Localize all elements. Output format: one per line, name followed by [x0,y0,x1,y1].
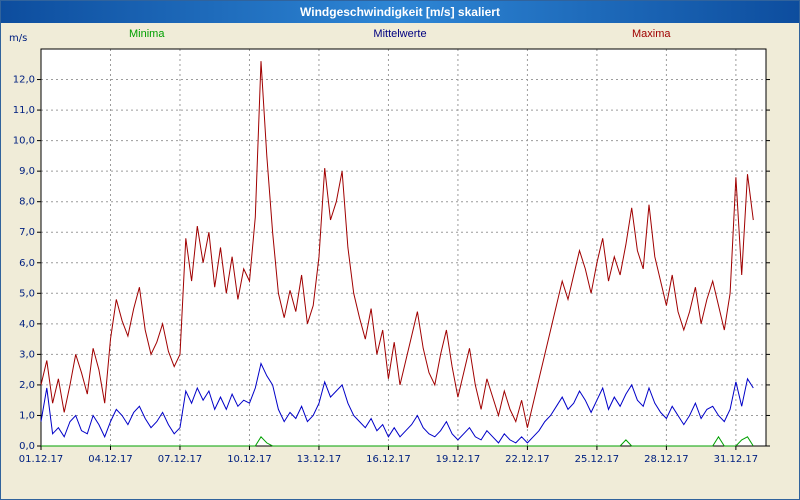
svg-text:01.12.17: 01.12.17 [19,454,64,465]
svg-text:12,0: 12,0 [13,75,35,86]
svg-text:1,0: 1,0 [19,410,35,421]
svg-text:m/s: m/s [9,33,27,44]
svg-text:0,0: 0,0 [19,441,35,452]
svg-text:19.12.17: 19.12.17 [436,454,481,465]
legend-mittelwerte: Mittelwerte [373,28,427,40]
wind-speed-chart: 0,0 1,0 2,0 3,0 4,0 5,0 6,0 7,0 8,0 9,0 10,0 11,0 12… [9,33,770,465]
svg-text:6,0: 6,0 [19,258,35,269]
svg-text:9,0: 9,0 [19,166,35,177]
svg-text:31.12.17: 31.12.17 [714,454,759,465]
svg-text:28.12.17: 28.12.17 [644,454,689,465]
svg-text:25.12.17: 25.12.17 [575,454,620,465]
svg-text:10.12.17: 10.12.17 [227,454,272,465]
svg-text:4,0: 4,0 [19,319,35,330]
svg-text:7,0: 7,0 [19,227,35,238]
svg-text:2,0: 2,0 [19,380,35,391]
svg-text:16.12.17: 16.12.17 [366,454,411,465]
legend-maxima: Maxima [632,28,671,40]
window-title: Windgeschwindigkeit [m/s] skaliert [1,1,799,23]
svg-text:04.12.17: 04.12.17 [88,454,133,465]
svg-text:5,0: 5,0 [19,288,35,299]
svg-text:11,0: 11,0 [13,105,35,116]
svg-text:07.12.17: 07.12.17 [158,454,203,465]
svg-text:13.12.17: 13.12.17 [297,454,342,465]
svg-text:22.12.17: 22.12.17 [505,454,550,465]
legend-minima: Minima [129,28,165,40]
svg-text:3,0: 3,0 [19,349,35,360]
svg-text:10,0: 10,0 [13,136,35,147]
svg-text:8,0: 8,0 [19,197,35,208]
